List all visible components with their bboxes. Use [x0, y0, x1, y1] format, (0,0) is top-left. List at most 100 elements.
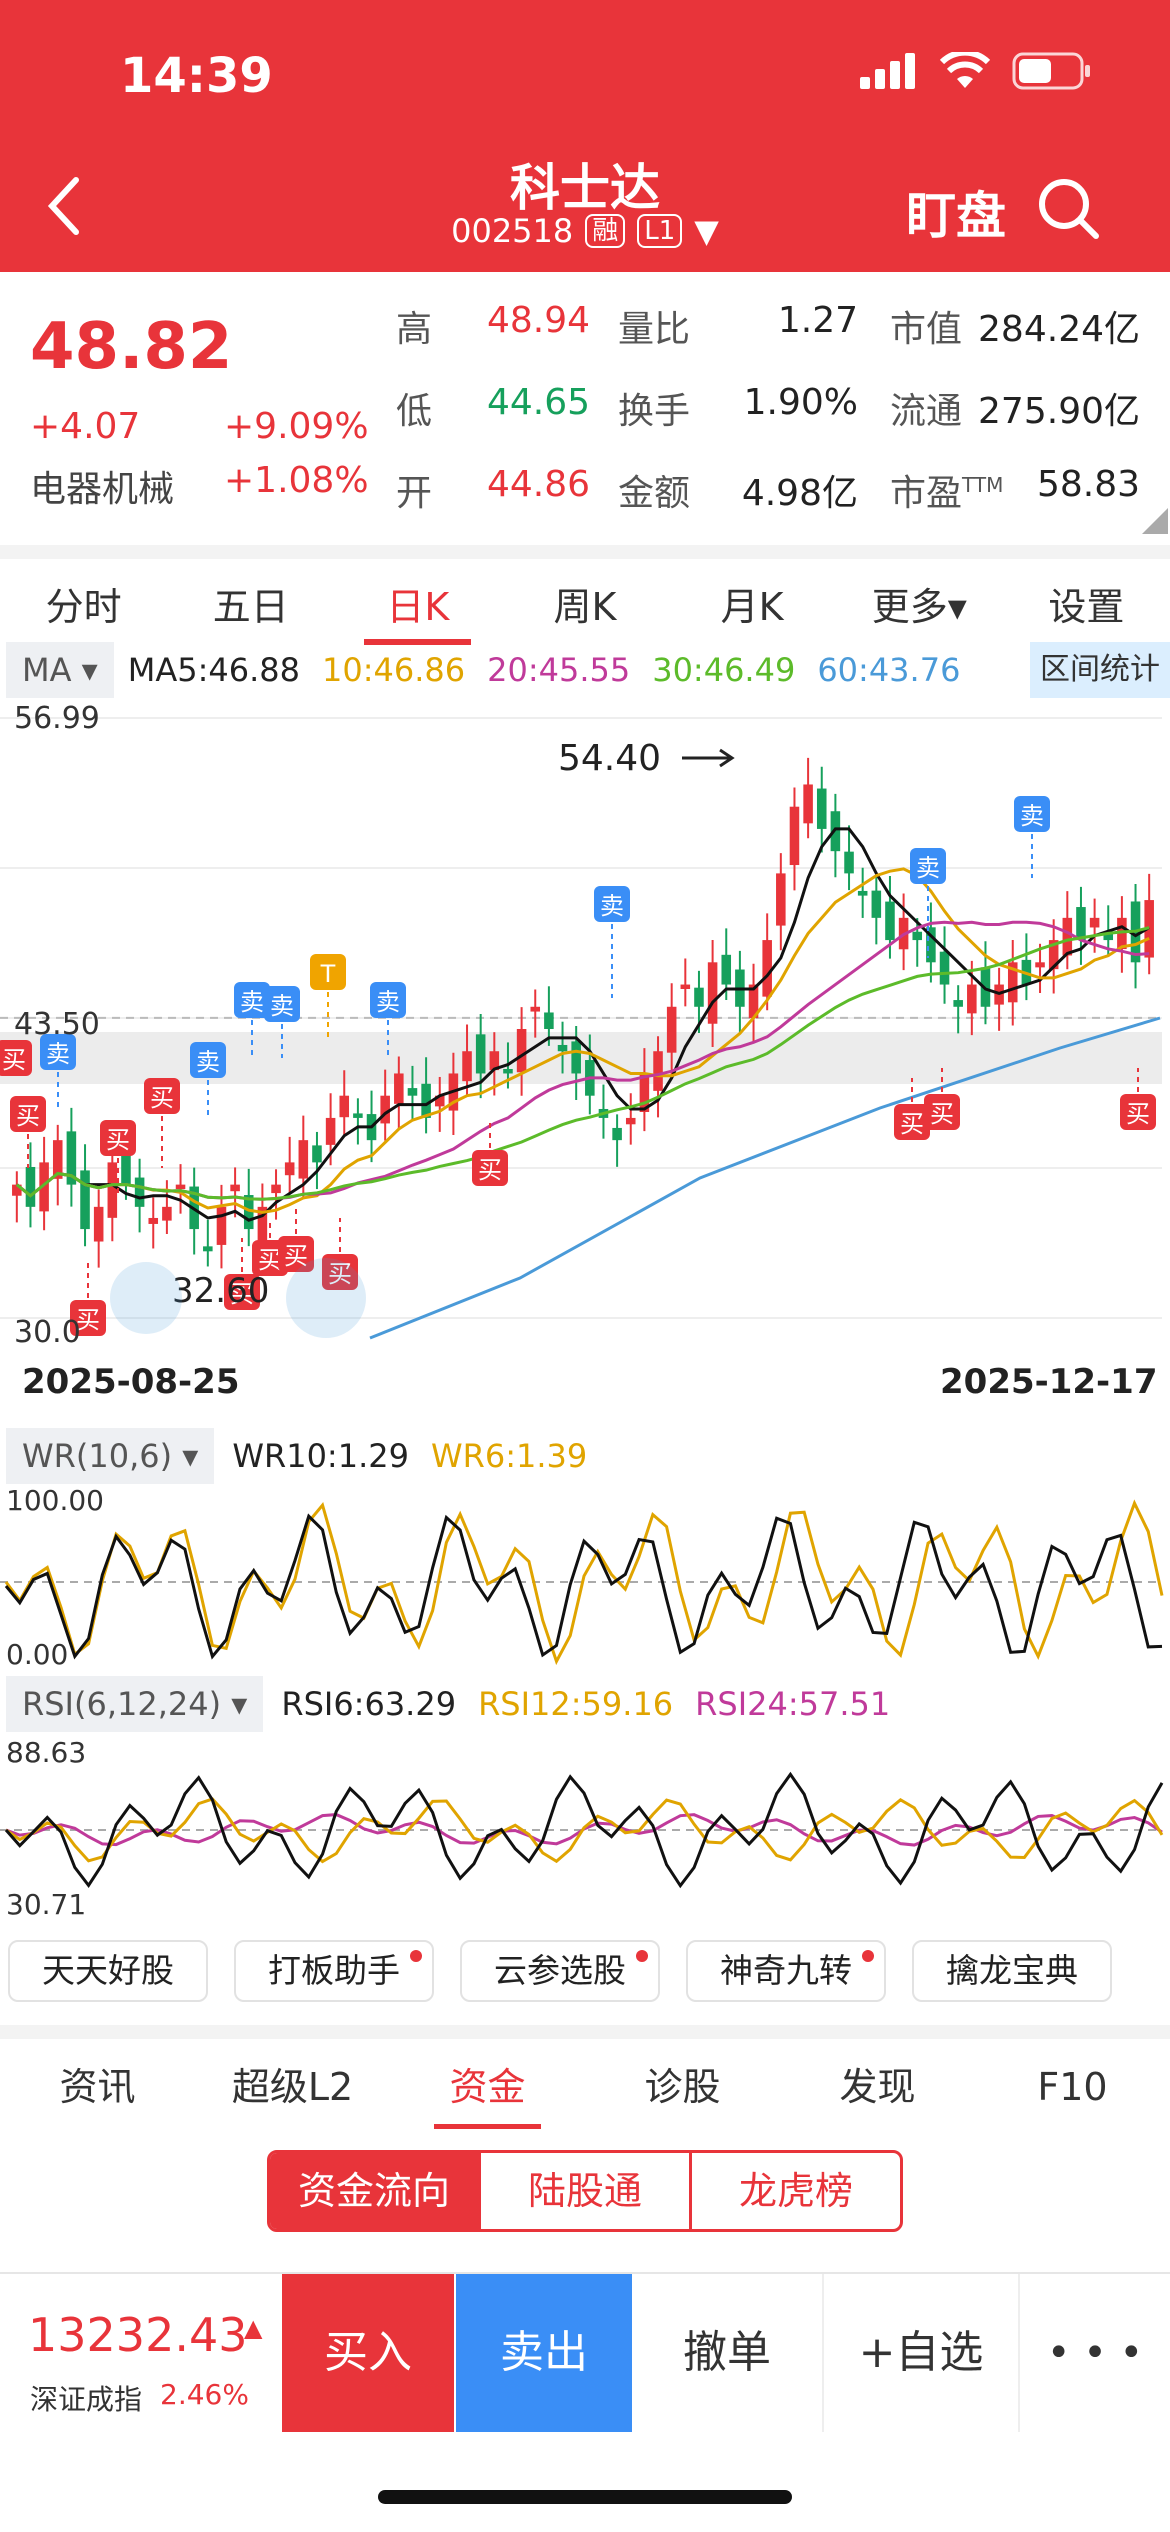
period-tab[interactable]: 日K: [334, 559, 501, 645]
candle-body: [148, 1217, 159, 1224]
candle-body: [107, 1162, 118, 1218]
segment-option[interactable]: 资金流向: [270, 2153, 481, 2229]
signal-marker[interactable]: [264, 986, 300, 1022]
signal-marker[interactable]: [472, 1150, 508, 1186]
level-dropdown-icon[interactable]: ▼: [694, 212, 719, 250]
period-tab[interactable]: 设置: [1048, 585, 1125, 629]
zoom-left-icon[interactable]: [110, 1262, 182, 1334]
ma-selector-label: MA: [22, 651, 72, 689]
quote-label: 高: [396, 309, 433, 350]
signal-marker[interactable]: [924, 1094, 960, 1130]
wr-chart[interactable]: 100.00 0.00: [0, 1486, 1170, 1672]
shortcut-chip[interactable]: 云参选股: [460, 1940, 660, 2002]
shortcut-label: 天天好股: [42, 1951, 174, 1990]
wr-selector[interactable]: WR(10,6) ▾: [6, 1428, 215, 1484]
back-icon[interactable]: [44, 176, 84, 236]
wr-top-label: 100.00: [6, 1486, 104, 1517]
period-tab[interactable]: 周K: [553, 585, 617, 629]
shortcut-label: 神奇九转: [720, 1951, 852, 1990]
candle-body: [844, 851, 854, 874]
signal-marker[interactable]: [894, 1104, 930, 1140]
info-tab[interactable]: F10: [1037, 2065, 1108, 2109]
segment-option[interactable]: 龙虎榜: [738, 2169, 853, 2213]
signal-marker[interactable]: [224, 1274, 260, 1310]
quote-label: 市值: [890, 309, 963, 350]
range-stat-button[interactable]: 区间统计: [1030, 642, 1170, 698]
period-tab[interactable]: 分时: [45, 585, 122, 629]
index-name: 深证成指: [30, 2383, 143, 2416]
rsi-selector[interactable]: RSI(6,12,24) ▾: [6, 1676, 264, 1732]
shortcut-bar: 天天好股 打板助手 云参选股 神奇九转 擒龙宝典: [0, 1940, 1170, 2010]
candle-body: [39, 1162, 49, 1212]
search-icon[interactable]: [1036, 176, 1100, 240]
quote-label: 量比: [618, 309, 691, 350]
signal-marker[interactable]: [234, 982, 270, 1018]
kline-y-low: 30.0: [14, 1315, 81, 1350]
expand-corner-icon[interactable]: [1142, 508, 1168, 534]
rsi-legend: RSI(6,12,24) ▾ RSI6:63.29 RSI12:59.16 RS…: [0, 1676, 1170, 1732]
sell-button[interactable]: 卖出: [456, 2274, 632, 2432]
sector-name[interactable]: 电器机械: [30, 469, 175, 510]
quote-value: 284.24亿: [978, 309, 1140, 350]
candle-body: [25, 1166, 36, 1207]
candle-body: [544, 1012, 554, 1030]
candle-body: [912, 931, 923, 941]
signal-text: 买: [230, 1280, 254, 1308]
signal-text: 卖: [600, 892, 624, 920]
candle-body: [353, 1113, 363, 1118]
zoom-right-icon[interactable]: [286, 1258, 366, 1338]
period-tab[interactable]: 五日: [212, 585, 289, 629]
info-tab[interactable]: 发现: [839, 2065, 916, 2109]
stock-code: 002518: [451, 212, 574, 250]
signal-marker[interactable]: [144, 1078, 180, 1114]
period-tab[interactable]: 更多▾: [871, 585, 967, 629]
signal-marker[interactable]: [322, 1254, 358, 1290]
more-button[interactable]: • • •: [1018, 2274, 1170, 2432]
cancel-order-button[interactable]: 撤单: [683, 2327, 771, 2378]
ma60-polyline: [369, 1016, 1161, 1340]
level-badge[interactable]: L1: [637, 214, 683, 248]
index-value[interactable]: 13232.43: [28, 2308, 248, 2362]
signal-marker[interactable]: [40, 1034, 76, 1070]
watch-button[interactable]: 盯盘: [906, 187, 1006, 245]
candle-body: [284, 1162, 295, 1176]
info-tab[interactable]: 超级L2: [231, 2065, 354, 2109]
signal-marker[interactable]: [1120, 1094, 1156, 1130]
wr-legend: WR(10,6) ▾ WR10:1.29 WR6:1.39: [0, 1428, 1170, 1484]
rsi-chart[interactable]: 88.63 30.71: [0, 1734, 1170, 1924]
shortcut-chip[interactable]: 打板助手: [234, 1940, 434, 2002]
signal-marker[interactable]: [594, 886, 630, 922]
info-tab[interactable]: 资讯: [59, 2065, 136, 2109]
signal-marker[interactable]: [370, 982, 406, 1018]
add-watchlist-button[interactable]: +自选: [822, 2274, 1018, 2432]
signal-text: 卖: [196, 1048, 220, 1076]
margin-badge: 融: [585, 214, 626, 248]
period-tab[interactable]: 月K: [720, 585, 784, 629]
candle-body: [1089, 917, 1100, 928]
info-tab[interactable]: 诊股: [644, 2065, 721, 2109]
signal-marker[interactable]: [10, 1096, 46, 1132]
signal-marker[interactable]: [910, 848, 946, 884]
shortcut-chip[interactable]: 神奇九转: [686, 1940, 886, 2002]
shortcut-chip[interactable]: 擒龙宝典: [912, 1940, 1112, 2002]
buy-button[interactable]: 买入: [282, 2274, 454, 2432]
signal-marker[interactable]: [0, 1040, 32, 1076]
signal-marker[interactable]: [100, 1120, 136, 1156]
ma-value: 30:46.49: [652, 651, 796, 689]
candle-body: [871, 890, 882, 918]
signal-marker[interactable]: [190, 1042, 226, 1078]
indicator-line: [4, 1513, 1163, 1660]
candle-body: [298, 1140, 309, 1179]
info-tab[interactable]: 资金: [390, 2039, 585, 2135]
ma-selector[interactable]: MA ▾: [6, 642, 114, 698]
signal-marker[interactable]: [1014, 796, 1050, 832]
kline-chart[interactable]: 买买买买买买 买买买买买买卖 卖卖卖卖卖卖卖买T 56.99 43.50 30.0 …: [0, 698, 1170, 1358]
segment-option[interactable]: 陆股通: [481, 2153, 692, 2229]
wr10-value: WR10:1.29: [232, 1437, 409, 1475]
rsi6-value: RSI6:63.29: [281, 1685, 457, 1723]
signal-marker[interactable]: [278, 1236, 314, 1272]
signal-marker[interactable]: [70, 1300, 106, 1336]
signal-marker[interactable]: [310, 954, 346, 990]
shortcut-chip[interactable]: 天天好股: [8, 1940, 208, 2002]
candle-body: [503, 1068, 513, 1074]
